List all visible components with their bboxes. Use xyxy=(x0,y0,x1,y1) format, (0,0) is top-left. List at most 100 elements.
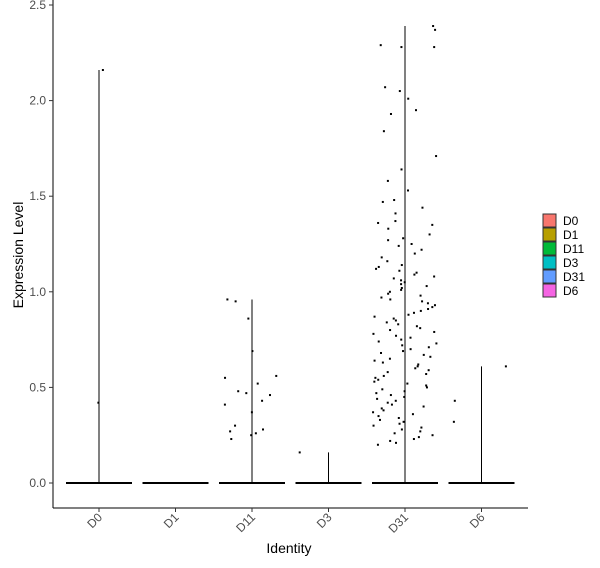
data-point-D31 xyxy=(417,436,420,439)
data-point-D31 xyxy=(387,292,390,295)
data-point-D31 xyxy=(400,428,403,431)
data-point-D31 xyxy=(400,46,403,49)
y-tick-label: 2.5 xyxy=(29,0,46,12)
data-point-D31 xyxy=(407,313,410,316)
data-point-D31 xyxy=(398,269,401,272)
data-point-D31 xyxy=(415,271,418,274)
data-point-D31 xyxy=(376,397,379,400)
data-point-D31 xyxy=(403,395,406,398)
data-point-D31 xyxy=(382,374,385,377)
data-point-D31 xyxy=(419,294,422,297)
data-point-D31 xyxy=(434,28,437,31)
data-point-D0 xyxy=(101,69,104,72)
legend-label-D11: D11 xyxy=(563,242,584,256)
data-point-D31 xyxy=(389,394,392,397)
legend-label-D0: D0 xyxy=(563,214,579,228)
data-point-D31 xyxy=(413,273,416,276)
data-point-D31 xyxy=(382,409,385,412)
data-point-D11 xyxy=(245,392,248,395)
data-point-D31 xyxy=(403,390,406,393)
legend-swatch-D11 xyxy=(542,241,557,256)
y-axis-title: Expression Level xyxy=(10,202,26,309)
data-point-D31 xyxy=(432,25,435,28)
data-point-D31 xyxy=(397,416,400,419)
data-point-D31 xyxy=(402,237,405,240)
data-point-D31 xyxy=(419,327,422,330)
legend-label-D6: D6 xyxy=(563,284,579,298)
data-point-D31 xyxy=(400,338,403,341)
data-point-D31 xyxy=(384,86,387,89)
data-point-D31 xyxy=(389,298,392,301)
data-point-D31 xyxy=(417,363,420,366)
data-point-D31 xyxy=(433,330,436,333)
x-tick-label: D1 xyxy=(161,510,182,531)
plot-area xyxy=(66,25,515,484)
data-point-D31 xyxy=(431,223,434,226)
data-point-D31 xyxy=(414,367,417,370)
data-point-D31 xyxy=(397,323,400,326)
data-point-D31 xyxy=(379,44,382,47)
data-point-D11 xyxy=(234,424,237,427)
data-point-D31 xyxy=(392,277,395,280)
data-point-D31 xyxy=(431,306,434,309)
data-point-D31 xyxy=(411,413,414,416)
data-point-D6 xyxy=(452,420,455,423)
data-point-D31 xyxy=(420,248,423,251)
data-point-D31 xyxy=(390,403,393,406)
data-point-D31 xyxy=(381,388,384,391)
data-point-D31 xyxy=(427,346,430,349)
data-point-D31 xyxy=(380,351,383,354)
data-point-D11 xyxy=(250,411,253,414)
data-point-D31 xyxy=(378,418,381,421)
data-point-D31 xyxy=(402,350,405,353)
data-point-D31 xyxy=(431,434,434,437)
data-point-D31 xyxy=(377,378,380,381)
data-point-D31 xyxy=(395,334,398,337)
data-point-D11 xyxy=(234,300,237,303)
data-point-D31 xyxy=(375,392,378,395)
legend-label-D3: D3 xyxy=(563,256,579,270)
data-point-D31 xyxy=(400,288,403,291)
x-tick-label: D6 xyxy=(467,510,488,531)
data-point-D31 xyxy=(420,426,423,429)
data-point-D11 xyxy=(224,376,227,379)
data-point-D11 xyxy=(261,399,264,402)
data-point-D31 xyxy=(425,373,428,376)
legend-swatch-D1 xyxy=(542,227,557,242)
data-point-D31 xyxy=(393,199,396,202)
data-point-D31 xyxy=(381,200,384,203)
y-tick-label: 0.5 xyxy=(29,380,46,394)
data-point-D31 xyxy=(400,283,403,286)
data-point-D31 xyxy=(407,97,410,100)
data-point-D31 xyxy=(388,290,391,293)
data-point-D31 xyxy=(389,112,392,115)
data-point-D31 xyxy=(402,420,405,423)
data-point-D11 xyxy=(237,390,240,393)
data-point-D31 xyxy=(394,212,397,215)
y-tick-label: 1.5 xyxy=(29,189,46,203)
data-point-D31 xyxy=(427,308,430,311)
data-point-D31 xyxy=(435,155,438,158)
data-point-D6 xyxy=(453,399,456,402)
data-point-D31 xyxy=(410,243,413,245)
data-point-D0 xyxy=(97,401,100,404)
data-point-D31 xyxy=(394,399,397,402)
x-tick-label: D31 xyxy=(386,510,412,536)
legend-label-D31: D31 xyxy=(563,270,585,284)
data-point-D31 xyxy=(413,252,416,255)
data-point-D31 xyxy=(412,438,415,441)
data-point-D11 xyxy=(229,430,232,433)
data-point-D31 xyxy=(400,264,403,267)
data-point-D31 xyxy=(382,130,385,133)
data-point-D31 xyxy=(427,369,430,372)
data-point-D31 xyxy=(422,353,425,356)
data-point-D31 xyxy=(428,233,431,236)
data-point-D31 xyxy=(407,189,410,192)
data-point-D31 xyxy=(387,239,390,242)
data-point-D31 xyxy=(398,90,401,93)
data-point-D11 xyxy=(250,434,253,437)
data-point-D31 xyxy=(398,422,401,425)
data-point-D31 xyxy=(389,439,392,442)
legend-swatch-D3 xyxy=(542,255,557,270)
